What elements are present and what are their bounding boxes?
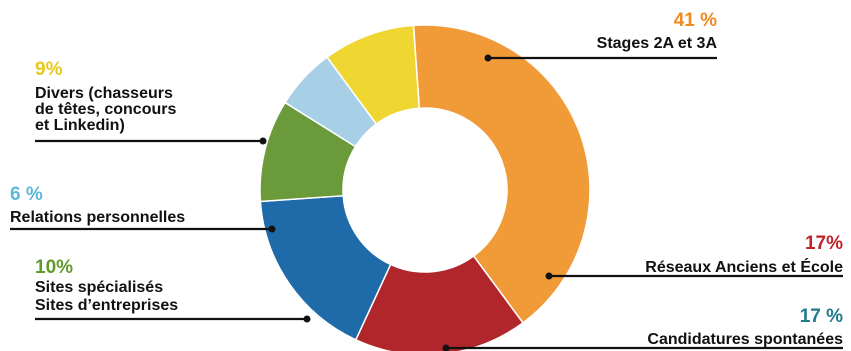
donut-slice-2 bbox=[354, 254, 524, 351]
leader-dot-2 bbox=[545, 272, 553, 280]
slice-category-label-6-line-2: de têtes, concours bbox=[35, 101, 176, 118]
slice-percent-label-5: 6 % bbox=[10, 184, 43, 205]
slice-category-label-5-line-1: Relations personnelles bbox=[10, 209, 185, 226]
leader-dot-1 bbox=[484, 54, 492, 62]
leader-dot-3 bbox=[442, 344, 450, 351]
slice-category-label-6-line-3: et Linkedin) bbox=[35, 117, 125, 134]
donut-slice-1 bbox=[412, 24, 591, 324]
slice-category-label-4-line-2: Sites d’entreprises bbox=[35, 297, 178, 314]
slice-category-label-3-line-1: Candidatures spontanées bbox=[647, 331, 843, 348]
donut-slices bbox=[259, 24, 591, 351]
donut-slice-6 bbox=[326, 24, 421, 126]
slice-category-label-2-line-1: Réseaux Anciens et École bbox=[645, 257, 843, 276]
slice-percent-label-2: 17% bbox=[805, 233, 843, 254]
slice-percent-label-6: 9% bbox=[35, 59, 63, 80]
slice-percent-label-4: 10% bbox=[35, 257, 73, 278]
leader-dot-6 bbox=[259, 137, 267, 145]
slice-labels: 41 % Stages 2A et 3A 17% Réseaux Anciens et… bbox=[10, 10, 843, 348]
slice-percent-label-3: 17 % bbox=[800, 306, 843, 327]
slice-category-label-1-line-1: Stages 2A et 3A bbox=[597, 35, 718, 52]
slice-percent-label-1: 41 % bbox=[674, 10, 717, 31]
donut-slice-3 bbox=[259, 194, 392, 341]
leader-dot-5 bbox=[268, 225, 276, 233]
leader-lines bbox=[10, 54, 843, 351]
leader-dot-4 bbox=[303, 315, 311, 323]
slice-category-label-6-line-1: Divers (chasseurs bbox=[35, 85, 173, 102]
slice-category-label-4-line-1: Sites spécialisés bbox=[35, 279, 163, 296]
